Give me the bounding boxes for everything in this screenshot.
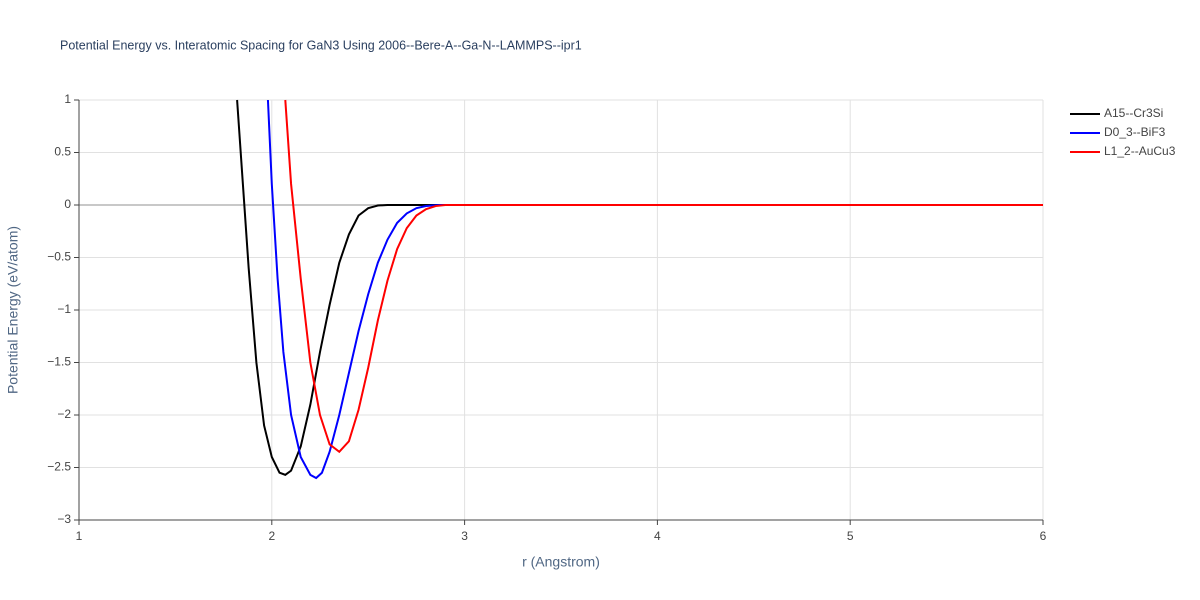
chart-title: Potential Energy vs. Interatomic Spacing…: [60, 38, 582, 52]
plot-area: [236, 99, 1043, 480]
y-tick-label: −2: [57, 407, 71, 421]
x-tick-label: 4: [654, 529, 661, 543]
y-tick-label: −1.5: [47, 355, 71, 369]
y-tick-label: −1: [57, 302, 71, 316]
series-line: [236, 99, 1043, 476]
y-tick-label: 1: [64, 92, 71, 106]
y-tick-label: −2.5: [47, 460, 71, 474]
x-tick-label: 6: [1040, 529, 1047, 543]
legend-label: A15--Cr3Si: [1104, 106, 1163, 120]
x-tick-label: 1: [76, 529, 83, 543]
grid: [74, 99, 1044, 525]
y-axis-title: Potential Energy (eV/atom): [5, 226, 21, 394]
y-tick-label: −0.5: [47, 250, 71, 264]
series-line: [284, 99, 1043, 454]
legend: A15--Cr3Si D0_3--BiF3 L1_2--AuCu3: [1070, 106, 1176, 158]
y-tick-label: −3: [57, 512, 71, 526]
x-axis-title: r (Angstrom): [522, 554, 600, 570]
x-tick-label: 3: [461, 529, 468, 543]
y-tick-label: 0: [64, 197, 71, 211]
y-tick-label: 0.5: [54, 145, 71, 159]
legend-label: L1_2--AuCu3: [1104, 144, 1176, 158]
series-line: [266, 99, 1043, 480]
x-tick-label: 2: [268, 529, 275, 543]
x-tick-label: 5: [847, 529, 854, 543]
legend-label: D0_3--BiF3: [1104, 125, 1166, 139]
